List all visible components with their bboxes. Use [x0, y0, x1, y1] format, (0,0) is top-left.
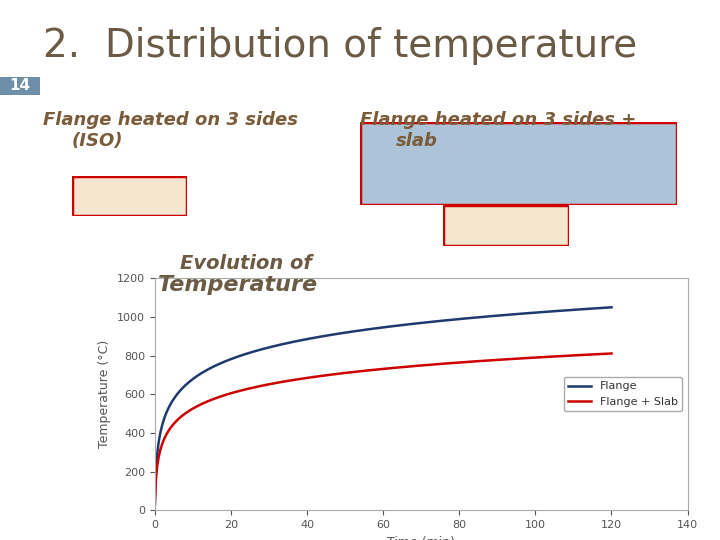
Flange + Slab: [423, 362, 431, 368]
Flange + Slab: [607, 350, 616, 357]
Flange + Slab: [370, 367, 379, 373]
Flange + Slab: [397, 364, 406, 370]
Text: (ISO): (ISO): [72, 132, 124, 150]
Text: Temperature: Temperature: [158, 275, 318, 295]
Flange: [596, 305, 605, 311]
Flange: [370, 325, 379, 332]
Text: 2.  Distribution of temperature: 2. Distribution of temperature: [43, 27, 637, 65]
Y-axis label: Temperature (°C): Temperature (°C): [99, 340, 112, 448]
Flange: [367, 326, 376, 332]
Flange + Slab: [596, 351, 605, 357]
Text: Flange heated on 3 sides +: Flange heated on 3 sides +: [360, 111, 636, 129]
Flange: [423, 319, 431, 326]
Line: Flange + Slab: Flange + Slab: [155, 354, 611, 507]
Flange + Slab: [525, 355, 534, 361]
Text: 14: 14: [9, 78, 30, 93]
Line: Flange: Flange: [155, 307, 611, 507]
Text: Evolution of: Evolution of: [180, 254, 312, 273]
Flange: [607, 304, 616, 310]
Flange + Slab: [367, 367, 376, 373]
Text: Flange heated on 3 sides: Flange heated on 3 sides: [43, 111, 298, 129]
X-axis label: Time (min): Time (min): [387, 536, 455, 540]
Flange + Slab: [150, 503, 159, 510]
Flange: [397, 322, 406, 328]
Text: slab: slab: [396, 132, 438, 150]
Flange: [150, 503, 159, 510]
Flange: [525, 310, 534, 316]
Legend: Flange, Flange + Slab: Flange, Flange + Slab: [564, 377, 682, 411]
Bar: [0, 77, 40, 94]
